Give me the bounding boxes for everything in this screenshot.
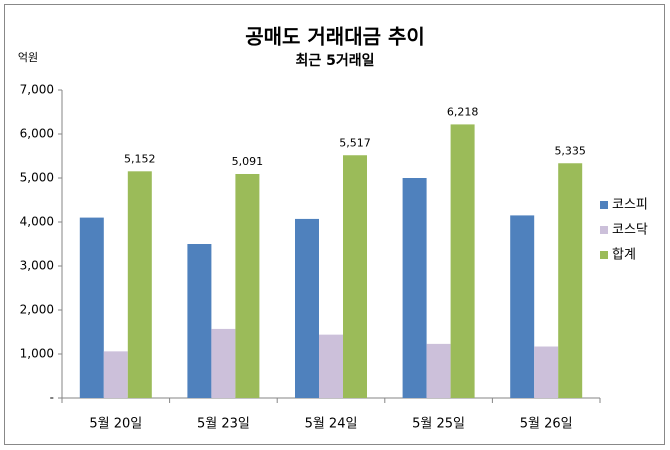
bar xyxy=(103,351,128,398)
value-label: 6,218 xyxy=(447,105,479,118)
value-label: 5,152 xyxy=(124,152,156,165)
bar xyxy=(534,346,559,398)
y-tick-label: 3,000 xyxy=(20,259,54,273)
bar xyxy=(450,124,475,399)
bar xyxy=(79,217,104,398)
x-tick-label: 5월 23일 xyxy=(197,417,250,432)
legend-label: 코스피 xyxy=(612,198,648,213)
bar xyxy=(319,334,343,398)
x-tick-label: 5월 24일 xyxy=(305,417,358,432)
legend-swatch xyxy=(600,226,608,234)
bar xyxy=(343,155,367,398)
y-tick-label: 1,000 xyxy=(20,347,54,361)
bar xyxy=(127,171,152,398)
bar xyxy=(426,343,451,398)
y-tick-label: - xyxy=(50,391,54,405)
legend-label: 합계 xyxy=(612,248,636,263)
chart-subtitle: 최근 5거래일 xyxy=(295,53,374,69)
chart-title: 공매도 거래대금 추이 xyxy=(245,25,425,49)
x-tick-label: 5월 20일 xyxy=(89,417,142,432)
bar xyxy=(295,218,319,398)
y-tick-label: 7,000 xyxy=(20,83,54,97)
x-tick-label: 5월 26일 xyxy=(520,417,573,432)
bar xyxy=(187,244,212,398)
y-tick-label: 6,000 xyxy=(20,127,54,141)
y-tick-label: 4,000 xyxy=(20,215,54,229)
y-tick-label: 5,000 xyxy=(20,171,54,185)
value-label: 5,091 xyxy=(232,155,264,168)
bar xyxy=(558,163,583,398)
bar xyxy=(402,178,427,398)
legend-swatch xyxy=(600,251,608,259)
x-tick-label: 5월 25일 xyxy=(412,417,465,432)
value-label: 5,517 xyxy=(339,136,371,149)
bar xyxy=(211,328,236,398)
y-unit: 억원 xyxy=(18,51,38,64)
bar xyxy=(510,215,535,398)
legend-label: 코스닥 xyxy=(612,223,648,238)
y-tick-label: 2,000 xyxy=(20,303,54,317)
legend-swatch xyxy=(600,201,608,209)
bar xyxy=(235,173,260,398)
value-label: 5,335 xyxy=(554,144,586,157)
